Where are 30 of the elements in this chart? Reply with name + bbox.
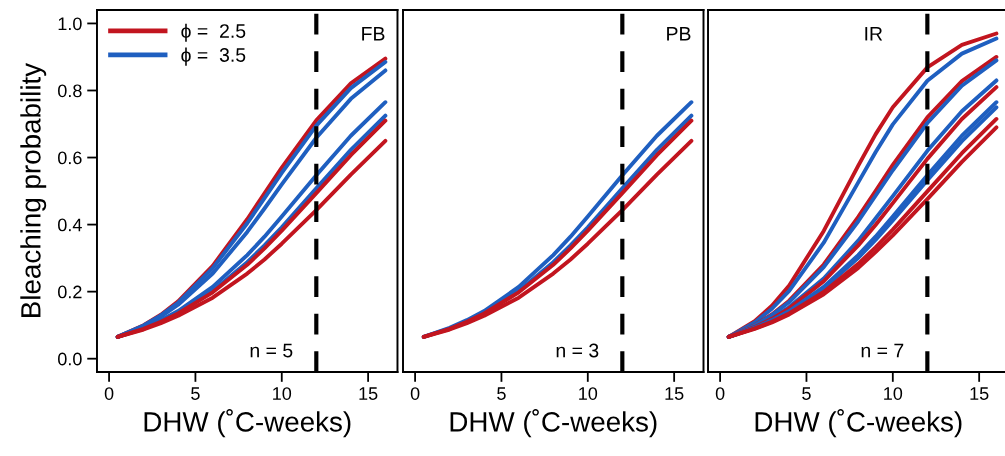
y-tick-label: 0.2 bbox=[58, 285, 82, 299]
annotation: n = 7 bbox=[861, 343, 904, 358]
annotation: n = 5 bbox=[250, 343, 293, 358]
x-tick-label: 5 bbox=[802, 387, 811, 400]
x-tick-label: 0 bbox=[410, 387, 420, 400]
annotation: PB bbox=[667, 27, 691, 41]
x-axis-title: DHW (˚C-weeks) bbox=[144, 409, 351, 438]
y-tick-label: 1.0 bbox=[58, 17, 82, 31]
y-axis-title: Bleaching probability bbox=[20, 62, 47, 317]
x-tick-label: 10 bbox=[579, 387, 598, 400]
x-tick-label: 15 bbox=[359, 387, 378, 400]
legend-label: ϕ = 3.5 bbox=[181, 47, 246, 66]
x-axis-title: DHW (˚C-weeks) bbox=[450, 409, 657, 438]
x-tick-label: 5 bbox=[191, 387, 200, 400]
x-tick-label: 15 bbox=[970, 387, 989, 400]
x-tick-label: 15 bbox=[665, 387, 684, 400]
y-tick-label: 0.0 bbox=[58, 352, 82, 366]
x-tick-label: 0 bbox=[715, 387, 725, 400]
y-tick-label: 0.4 bbox=[58, 218, 82, 232]
x-axis-title: DHW (˚C-weeks) bbox=[755, 409, 962, 438]
x-tick-label: 0 bbox=[104, 387, 114, 400]
y-tick-label: 0.8 bbox=[58, 84, 82, 98]
x-tick-label: 10 bbox=[884, 387, 903, 400]
y-tick-label: 0.6 bbox=[58, 151, 82, 165]
annotation: FB bbox=[362, 27, 385, 41]
annotation: IR bbox=[865, 27, 883, 41]
x-tick-label: 5 bbox=[497, 387, 506, 400]
legend-label: ϕ = 2.5 bbox=[181, 23, 246, 42]
x-tick-label: 10 bbox=[273, 387, 292, 400]
annotation: n = 3 bbox=[556, 343, 599, 358]
